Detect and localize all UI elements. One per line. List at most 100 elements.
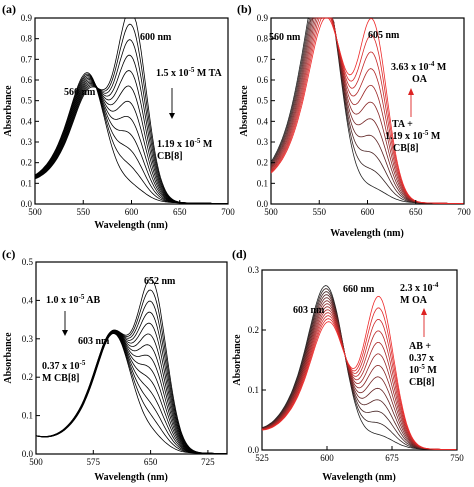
annotation-cb8-base-d: 10: [409, 365, 419, 376]
y-ticks-d: 0.0 0.1 0.2 0.3: [248, 265, 266, 455]
annotation-cb8-exponent-d: -5: [419, 363, 425, 371]
y-tick-label-b-7: 0.7: [257, 54, 269, 64]
spectrum-curve-b-3: [270, 17, 464, 204]
annotation-oa-b: OA: [412, 74, 428, 85]
annotation-peak-560-b: 560 nm: [269, 32, 301, 43]
y-tick-label-c-1: 0.1: [22, 411, 33, 421]
annotation-cb8-c: M CB[8]: [42, 373, 80, 384]
x-axis-label-c: Wavelength (nm): [94, 472, 168, 483]
plot-frame-d: [261, 269, 458, 451]
annotation-oa-mantissa-d: 2.3 x 10: [400, 283, 433, 294]
curves-b: [270, 17, 464, 204]
x-tick-label-a-4: 700: [221, 207, 235, 217]
x-tick-label-b-4: 700: [457, 207, 471, 217]
spectrum-curve-c-4: [35, 322, 227, 454]
arrow-head-b: [408, 88, 414, 95]
x-tick-label-c-1: 575: [87, 457, 101, 467]
annotation-cb8-unit-d: M: [425, 365, 438, 376]
spectrum-curve-c-9: [35, 331, 227, 454]
panel-b: (b) 500 550 600 650 700 0.00.10.20.30.40.50.…: [237, 2, 471, 239]
y-tick-label-a-5: 0.5: [21, 96, 33, 106]
annotation-cb8-mantissa-b: 1.19 x 10: [385, 131, 423, 142]
y-tick-label-d-2: 0.2: [248, 325, 259, 335]
y-ticks-a: 0.0 0.1 0.2 0.3 0.4 0.5 0.6 0.7 0.8 0.9: [21, 13, 39, 209]
y-tick-label-d-1: 0.1: [248, 385, 259, 395]
annotation-peak-560-a: 560 nm: [64, 87, 96, 98]
annotation-ta-unit: M TA: [194, 68, 222, 79]
annotation-ta-plus-b: TA +: [392, 119, 413, 130]
y-tick-label-a-2: 0.2: [21, 158, 32, 168]
x-tick-label-d-0: 525: [255, 453, 269, 463]
y-tick-label-c-0: 0.0: [22, 449, 34, 459]
annotation-concentration-ta: 1.5 x 10-5 M TA: [156, 66, 223, 79]
annotation-oa-exponent-d: -4: [433, 281, 439, 289]
annotation-ab-concentration-c: 1.0 x 10-5 AB: [46, 293, 101, 306]
plot-frame-c: [35, 261, 228, 455]
annotation-oa-concentration-d: 2.3 x 10-4: [400, 281, 439, 294]
y-ticks-b: 0.0 0.1 0.2 0.3 0.4 0.5 0.6 0.7 0.8 0.9: [257, 13, 275, 209]
curves-d: [261, 285, 457, 450]
x-tick-label-b-3: 650: [409, 207, 423, 217]
spectrum-curve-b-10: [270, 17, 464, 204]
y-tick-label-b-9: 0.9: [257, 13, 269, 23]
x-tick-label-d-1: 600: [320, 453, 334, 463]
x-axis-label-d: Wavelength (nm): [322, 472, 396, 483]
annotation-peak-652-c: 652 nm: [144, 276, 176, 287]
annotation-cb8-exponent-b: -5: [423, 129, 429, 137]
panel-label-c: (c): [2, 247, 15, 261]
y-tick-label-d-0: 0.0: [248, 445, 260, 455]
y-tick-label-b-3: 0.3: [257, 137, 269, 147]
x-tick-label-d-2: 675: [385, 453, 399, 463]
spectrum-curve-c-12: [35, 332, 227, 454]
x-tick-label-d-3: 750: [450, 453, 464, 463]
spectrum-curve-b-8: [270, 17, 464, 204]
spectrum-curve-b-1: [270, 17, 464, 204]
annotation-cb8-concentration-c: 0.37 x 10-5: [42, 359, 86, 372]
y-axis-label-a: Absorbance: [3, 85, 14, 137]
y-tick-label-b-5: 0.5: [257, 96, 269, 106]
annotation-cb8-exponent-a: -5: [195, 137, 201, 145]
x-tick-label-a-3: 650: [173, 207, 187, 217]
annotation-ab-mantissa-c: 1.0 x 10: [46, 295, 79, 306]
annotation-cb8-exponent-line-d: 10-5 M: [409, 363, 437, 376]
y-tick-label-c-3: 0.3: [22, 334, 34, 344]
annotation-oa-d: M OA: [400, 295, 428, 306]
y-axis-label-d: Absorbance: [232, 334, 243, 386]
spectrum-curve-c-10: [35, 331, 227, 454]
y-tick-label-a-1: 0.1: [21, 178, 32, 188]
y-tick-label-c-2: 0.2: [22, 372, 33, 382]
y-tick-label-b-0: 0.0: [257, 199, 269, 209]
annotation-oa-mantissa-b: 3.63 x 10: [391, 62, 429, 73]
panel-label-a: (a): [2, 2, 16, 16]
y-tick-label-b-4: 0.4: [257, 116, 269, 126]
y-axis-label-c: Absorbance: [3, 332, 14, 384]
spectrum-curve-d-12: [261, 295, 457, 450]
annotation-cb8-unit-b: M: [428, 131, 441, 142]
y-tick-label-a-9: 0.9: [21, 13, 33, 23]
spectrum-curve-c-11: [35, 332, 227, 454]
annotation-cb8-concentration-b: 1.19 x 10-5 M: [385, 129, 441, 142]
y-tick-label-a-0: 0.0: [21, 199, 33, 209]
annotation-cb8-mantissa-d: 0.37 x: [409, 353, 434, 364]
annotation-cb8-unit-a: M: [200, 139, 213, 150]
arrow-head-d: [421, 308, 427, 315]
annotation-peak-660-d: 660 nm: [343, 284, 375, 295]
annotation-peak-603-d: 603 nm: [293, 305, 325, 316]
y-ticks-c: 0.0 0.1 0.2 0.3 0.4 0.5: [22, 257, 40, 459]
x-tick-label-b-2: 600: [361, 207, 375, 217]
y-tick-label-c-4: 0.4: [22, 295, 34, 305]
spectrum-curve-c-6: [35, 330, 227, 454]
annotation-oa-unit-b: M: [434, 62, 447, 73]
y-tick-label-a-4: 0.4: [21, 116, 33, 126]
x-tick-label-c-0: 500: [29, 457, 43, 467]
annotation-ta-exponent: -5: [189, 66, 195, 74]
spectrum-curve-a-1: [34, 23, 228, 204]
annotation-cb8-b: CB[8]: [393, 143, 419, 154]
spectrum-curve-c-13: [35, 333, 227, 454]
y-tick-label-a-6: 0.6: [21, 75, 33, 85]
panel-a: (a) 500 550 600 650 700 0.00.10.20.30.40.50.…: [2, 2, 235, 231]
arrow-head-a: [169, 113, 175, 119]
x-tick-label-a-1: 550: [77, 207, 91, 217]
x-axis-label-b: Wavelength (nm): [330, 228, 404, 239]
